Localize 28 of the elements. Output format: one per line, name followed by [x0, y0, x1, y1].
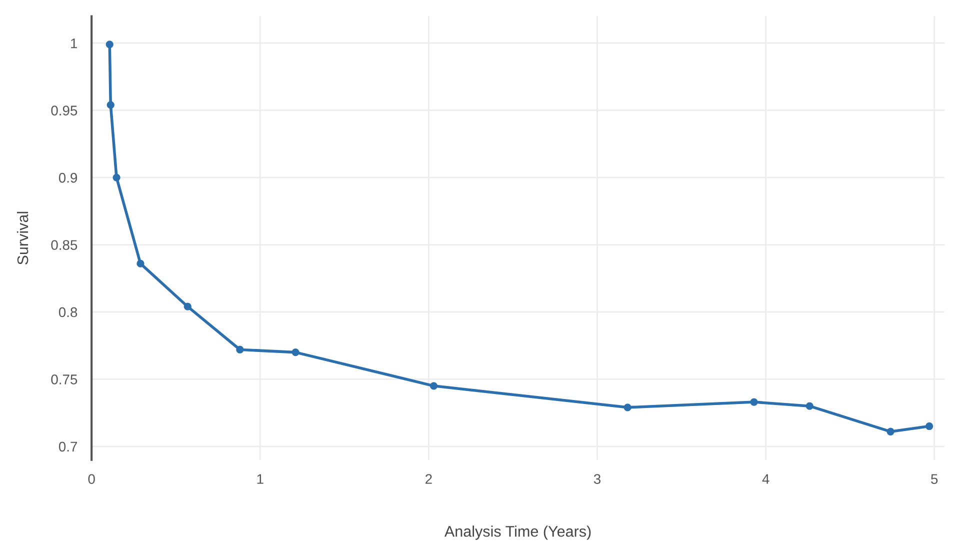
point	[925, 422, 934, 430]
x-axis-title: Analysis Time (Years)	[444, 526, 591, 540]
x-tick-label: 4	[762, 474, 770, 484]
x-tick-label: 0	[88, 474, 95, 484]
y-tick-label: 0.7	[58, 442, 77, 452]
y-tick-label: 0.85	[51, 240, 78, 250]
point	[624, 404, 632, 412]
point	[106, 40, 114, 48]
point	[236, 346, 244, 354]
point	[886, 428, 894, 436]
x-tick-label: 3	[594, 474, 600, 484]
y-tick-label: 1	[71, 38, 78, 48]
y-tick-label: 0.95	[51, 106, 78, 116]
point	[750, 398, 758, 406]
x-tick-label: 1	[257, 474, 264, 484]
point	[184, 302, 192, 310]
y-axis-title: Survival	[16, 212, 28, 265]
point	[292, 348, 300, 356]
point	[136, 260, 144, 268]
x-tick-label: 5	[931, 474, 938, 484]
point	[806, 402, 814, 410]
y-tick-label: 0.9	[58, 172, 78, 183]
point	[112, 174, 120, 182]
y-tick-label: 0.75	[51, 374, 78, 384]
y-tick-label: 0.8	[58, 307, 78, 318]
point	[430, 382, 438, 390]
x-tick-label: 2	[426, 474, 432, 484]
point	[106, 101, 114, 109]
